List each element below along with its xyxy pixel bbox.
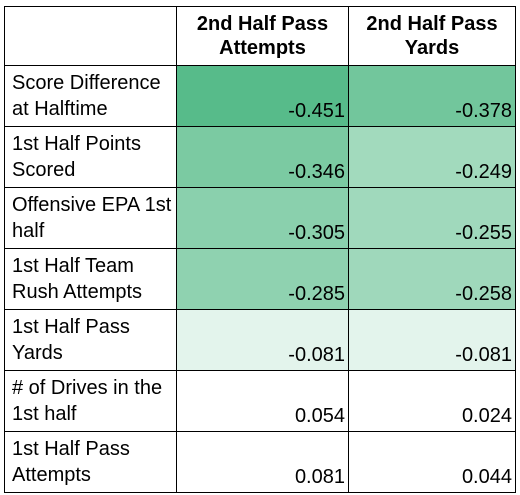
correlation-table: 2nd Half Pass Attempts 2nd Half Pass Yar…: [4, 6, 516, 493]
row-label: 1st Half Points Scored: [4, 126, 177, 188]
cell-pass-yards: -0.255: [348, 187, 516, 249]
column-header-pass-yards: 2nd Half Pass Yards: [348, 6, 516, 66]
table-row: 1st Half Pass Attempts 0.081 0.044: [4, 431, 516, 493]
corner-cell: [4, 6, 177, 66]
cell-pass-attempts: -0.285: [176, 248, 349, 310]
table-row: 1st Half Points Scored -0.346 -0.249: [4, 126, 516, 188]
row-label: 1st Half Pass Yards: [4, 309, 177, 371]
row-label: Score Difference at Halftime: [4, 65, 177, 127]
cell-pass-attempts: -0.451: [176, 65, 349, 127]
cell-pass-yards: -0.378: [348, 65, 516, 127]
table-row: Offensive EPA 1st half -0.305 -0.255: [4, 187, 516, 249]
cell-pass-attempts: 0.081: [176, 431, 349, 493]
table-row: # of Drives in the 1st half 0.054 0.024: [4, 370, 516, 432]
table-row: 1st Half Team Rush Attempts -0.285 -0.258: [4, 248, 516, 310]
row-label: Offensive EPA 1st half: [4, 187, 177, 249]
cell-pass-yards: -0.258: [348, 248, 516, 310]
table-row: 1st Half Pass Yards -0.081 -0.081: [4, 309, 516, 371]
cell-pass-attempts: 0.054: [176, 370, 349, 432]
cell-pass-attempts: -0.346: [176, 126, 349, 188]
column-header-pass-attempts: 2nd Half Pass Attempts: [176, 6, 349, 66]
row-label: 1st Half Pass Attempts: [4, 431, 177, 493]
row-label: 1st Half Team Rush Attempts: [4, 248, 177, 310]
cell-pass-yards: 0.024: [348, 370, 516, 432]
cell-pass-yards: 0.044: [348, 431, 516, 493]
header-row: 2nd Half Pass Attempts 2nd Half Pass Yar…: [4, 6, 516, 66]
cell-pass-attempts: -0.081: [176, 309, 349, 371]
row-label: # of Drives in the 1st half: [4, 370, 177, 432]
cell-pass-yards: -0.249: [348, 126, 516, 188]
cell-pass-yards: -0.081: [348, 309, 516, 371]
cell-pass-attempts: -0.305: [176, 187, 349, 249]
table-row: Score Difference at Halftime -0.451 -0.378: [4, 65, 516, 127]
